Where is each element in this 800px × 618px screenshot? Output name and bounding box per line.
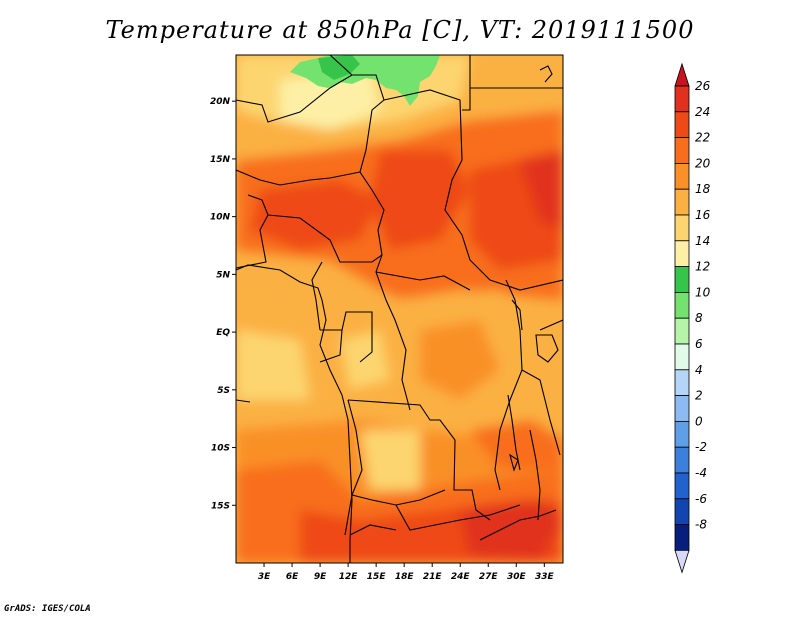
colorbar-swatch xyxy=(674,162,690,190)
colorbar-label: 16 xyxy=(695,208,711,222)
colorbar-label: 2 xyxy=(695,389,703,403)
colorbar-above-arrow xyxy=(674,62,690,87)
colorbar-swatch xyxy=(674,111,690,139)
colorbar-label: 18 xyxy=(695,182,711,196)
y-tick-label: 15S xyxy=(211,501,230,511)
x-tick-label: 24E xyxy=(451,572,471,582)
colorbar-label: -4 xyxy=(695,466,707,480)
colorbar-swatch xyxy=(674,291,690,319)
colorbar-swatch xyxy=(674,524,690,551)
x-tick-label: 18E xyxy=(395,572,415,582)
y-tick-label: 10S xyxy=(211,444,230,454)
colorbar-swatch xyxy=(674,266,690,293)
colorbar-swatch xyxy=(674,214,690,242)
x-tick-label: 9E xyxy=(314,572,327,582)
colorbar-label: 24 xyxy=(695,105,710,119)
y-tick-label: 5S xyxy=(217,386,230,396)
colorbar-swatch xyxy=(674,369,690,396)
country-borders xyxy=(236,55,563,563)
x-tick-label: 27E xyxy=(479,572,499,582)
colorbar-label: -2 xyxy=(695,440,707,454)
y-tick-label: EQ xyxy=(216,328,230,338)
y-tick-label: 10N xyxy=(210,213,231,223)
x-tick-label: 30E xyxy=(507,572,527,582)
colorbar-label: 22 xyxy=(695,131,710,145)
colorbar-swatch xyxy=(674,188,690,216)
colorbar-swatch xyxy=(674,240,690,268)
grads-credit: GrADS: IGES/COLA xyxy=(4,604,91,614)
x-tick-label: 3E xyxy=(258,572,271,582)
x-axis-ticks: 3E 6E 9E 12E 15E 18E 21E 24E 27E 30E 33E xyxy=(258,563,555,582)
colorbar-label: -6 xyxy=(695,492,707,506)
y-tick-label: 20N xyxy=(210,97,231,107)
colorbar-swatch xyxy=(674,343,690,371)
colorbar-label: 4 xyxy=(695,363,703,377)
colorbar-label: 6 xyxy=(695,337,703,351)
y-tick-label: 5N xyxy=(216,270,230,280)
colorbar-label: 0 xyxy=(695,414,703,428)
y-tick-label: 15N xyxy=(210,155,231,165)
x-tick-label: 12E xyxy=(339,572,359,582)
x-tick-label: 15E xyxy=(367,572,387,582)
colorbar-label: 12 xyxy=(695,260,710,274)
colorbar-swatch xyxy=(674,137,690,164)
colorbar-label: 10 xyxy=(695,285,711,299)
map-title: Temperature at 850hPa [C], VT: 201911150… xyxy=(105,16,695,44)
colorbar-swatch xyxy=(674,395,690,422)
x-tick-label: 21E xyxy=(423,572,443,582)
colorbar-swatch xyxy=(674,498,690,525)
map-frame xyxy=(235,54,564,564)
x-tick-label: 6E xyxy=(286,572,299,582)
colorbar-label: 14 xyxy=(695,234,710,248)
colorbar-label: 26 xyxy=(695,79,711,93)
colorbar-label: 20 xyxy=(695,156,711,170)
temperature-field xyxy=(236,55,563,563)
colorbar-swatch xyxy=(674,472,690,500)
colorbar-swatch xyxy=(674,317,690,345)
y-axis-ticks: 20N 15N 10N 5N EQ 5S 10S 15S xyxy=(210,97,236,511)
x-tick-label: 33E xyxy=(535,572,555,582)
colorbar-swatch xyxy=(674,446,690,474)
colorbar-swatch xyxy=(674,85,690,113)
colorbar-swatch xyxy=(674,420,690,448)
colorbar-label: 8 xyxy=(695,311,703,325)
colorbar-label: -8 xyxy=(695,518,707,532)
colorbar-below-arrow xyxy=(674,550,690,574)
